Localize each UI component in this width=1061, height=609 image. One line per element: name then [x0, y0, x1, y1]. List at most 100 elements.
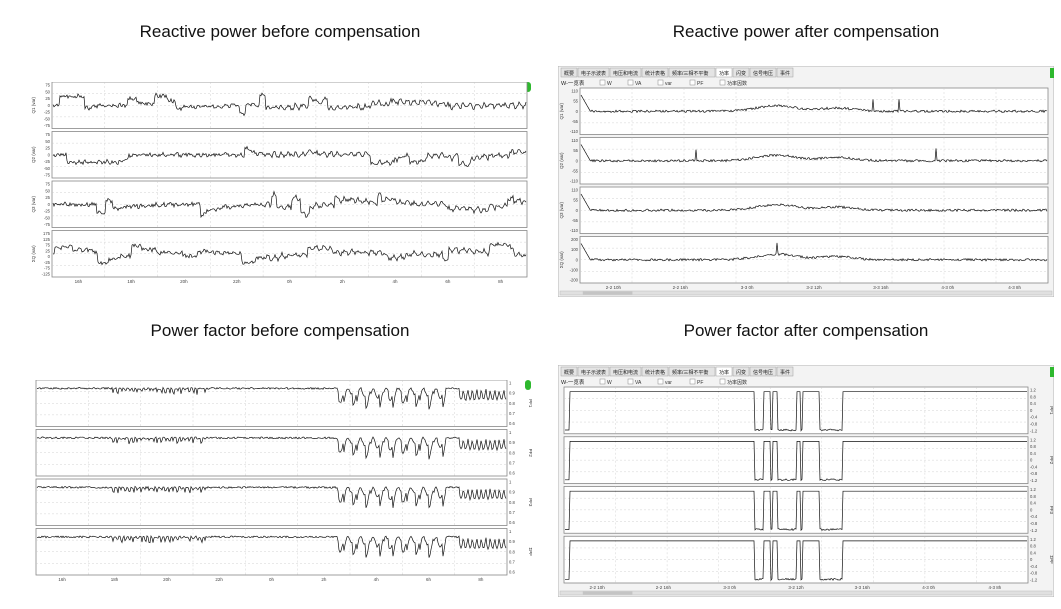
- subplot-3: 110 55 0 -55 -110 Q3 (var): [559, 186, 1049, 234]
- subplot-4: 200 100 0 -100 -200 ΣQ (var): [559, 236, 1049, 284]
- y-tick-label: 75: [45, 132, 50, 137]
- y-tick-label: 0.7: [509, 411, 515, 416]
- x-tick-label: 18h: [111, 577, 119, 582]
- scroll-thumb: [582, 291, 633, 295]
- tab-1: [577, 67, 610, 78]
- x-tick-label: 4-3 0h: [922, 585, 935, 590]
- y-tick-label: 0: [48, 152, 51, 157]
- y-tick-label: -0.8: [1030, 471, 1038, 476]
- checkbox-2: [657, 79, 664, 86]
- series-line: [52, 241, 527, 266]
- y-tick-label: 1.2: [1030, 437, 1036, 442]
- tab-label: 电子示波表: [581, 369, 606, 376]
- y-axis-label: PF2: [528, 449, 533, 458]
- y-tick-label: 0.8: [1030, 494, 1036, 499]
- tab-label: 统计表格: [645, 369, 665, 376]
- tab-3: [641, 366, 669, 377]
- y-tick-label: 0: [1030, 408, 1033, 413]
- y-tick-label: -110: [570, 129, 579, 134]
- y-tick-label: 0: [576, 257, 579, 262]
- tab-5: [715, 67, 733, 78]
- tab-label: 事件: [780, 369, 790, 376]
- y-tick-label: 0: [576, 109, 579, 114]
- y-tick-label: 0.8: [509, 549, 515, 554]
- tab-label: 电压和电流: [613, 369, 638, 376]
- y-tick-label: 0.7: [509, 559, 515, 564]
- series-line: [36, 436, 507, 460]
- x-tick-label: 4h: [393, 279, 399, 284]
- series-line: [52, 145, 527, 167]
- y-tick-label: 55: [573, 198, 578, 203]
- y-tick-label: 0: [48, 254, 51, 259]
- checkbox-label: W: [607, 380, 612, 386]
- y-tick-label: 110: [571, 188, 578, 193]
- y-tick-label: 0: [1030, 557, 1033, 562]
- y-tick-label: -200: [570, 278, 579, 283]
- tab-7: [749, 366, 777, 377]
- chart-pf-before: 1 0.9 0.8 0.7 0.6 PF1 1 0.9 0.8 0.7 0.6 PF2 1 0.9 0.8 0…: [35, 380, 533, 582]
- checkbox-label: VA: [635, 81, 642, 87]
- y-tick-label: 1: [509, 480, 512, 485]
- y-tick-label: 110: [571, 89, 578, 94]
- chart-q-after[interactable]: 概要 电子示波表 电压和电流 统计表格 频率/三相不平衡 功率 闪变 信号电压 事件 W-一览表 W…: [558, 66, 1054, 297]
- y-tick-label: 75: [45, 243, 50, 248]
- x-tick-label: 2-2 10h: [606, 285, 622, 290]
- tab-0: [560, 67, 578, 78]
- y-tick-label: 0: [576, 158, 579, 163]
- subplot-4: 1 0.9 0.8 0.7 0.6 ΣPF: [35, 528, 533, 576]
- y-tick-label: 25: [45, 195, 50, 200]
- status-indicator: [525, 380, 531, 390]
- y-tick-label: 0: [1030, 507, 1033, 512]
- y-axis-label: PF1: [1049, 406, 1054, 415]
- tab-7: [749, 67, 777, 78]
- x-tick-label: 2h: [321, 577, 327, 582]
- subplot-1: 1.20.8 0.4 0 -0.4-0.8 -1.2 PF1: [563, 386, 1054, 435]
- y-tick-label: -55: [572, 119, 579, 124]
- x-tick-label: 3-3 16h: [855, 585, 871, 590]
- x-tick-label: 2-2 16h: [656, 585, 672, 590]
- y-tick-label: 0: [48, 202, 51, 207]
- y-tick-label: 0.6: [509, 421, 515, 426]
- y-axis-label: ΣPF: [528, 547, 533, 556]
- y-axis-label: PF2: [1049, 456, 1054, 465]
- subplot-2: 1 0.9 0.8 0.7 0.6 PF2: [35, 429, 533, 477]
- x-tick-label: 3-3 16h: [873, 285, 889, 290]
- tab-4: [668, 366, 716, 377]
- y-axis-label: Q2 (var): [559, 152, 564, 169]
- checkbox-label: 功率因数: [727, 80, 747, 87]
- y-tick-label: -25: [44, 260, 51, 265]
- subplot-2: 110 55 0 -55 -110 Q2 (var): [559, 137, 1049, 185]
- x-tick-label: 3-2 12h: [806, 285, 822, 290]
- series-line: [52, 190, 527, 219]
- series-line: [36, 386, 507, 410]
- y-tick-label: 0: [576, 208, 579, 213]
- x-tick-label: 18h: [127, 279, 135, 284]
- y-tick-label: -1.2: [1030, 528, 1038, 533]
- series-line: [565, 540, 1027, 582]
- status-indicator: [1050, 68, 1054, 78]
- y-tick-label: 1: [509, 529, 512, 534]
- chart-pf-after[interactable]: 概要 电子示波表 电压和电流 统计表格 频率/三相不平衡 功率 闪变 信号电压 事件 W-一览表 W…: [558, 365, 1054, 597]
- y-tick-label: -1.2: [1030, 478, 1038, 483]
- y-tick-label: -0.4: [1030, 514, 1038, 519]
- y-tick-label: 0.8: [509, 450, 515, 455]
- tab-8: [776, 366, 794, 377]
- y-tick-label: 0.9: [509, 490, 515, 495]
- y-tick-label: 0.4: [1030, 550, 1036, 555]
- checkbox-label: W: [607, 81, 612, 87]
- subplot-3: 1.2 0.8 0.40 -0.4 -0.8 -1.2 PF3: [563, 486, 1054, 534]
- tab-label: 事件: [780, 70, 790, 77]
- y-tick-label: 50: [45, 188, 50, 193]
- y-tick-label: 0.6: [509, 471, 515, 476]
- y-tick-label: 0.6: [509, 570, 515, 575]
- y-tick-label: 0.7: [509, 510, 515, 515]
- tab-label: 统计表格: [645, 70, 665, 77]
- y-axis-label: ΣQ (var): [31, 245, 36, 262]
- tab-6: [732, 67, 750, 78]
- x-tick-label: 4h: [374, 577, 380, 582]
- y-tick-label: 0.9: [509, 539, 515, 544]
- y-tick-label: -0.8: [1030, 421, 1038, 426]
- y-tick-label: 0.8: [1030, 444, 1036, 449]
